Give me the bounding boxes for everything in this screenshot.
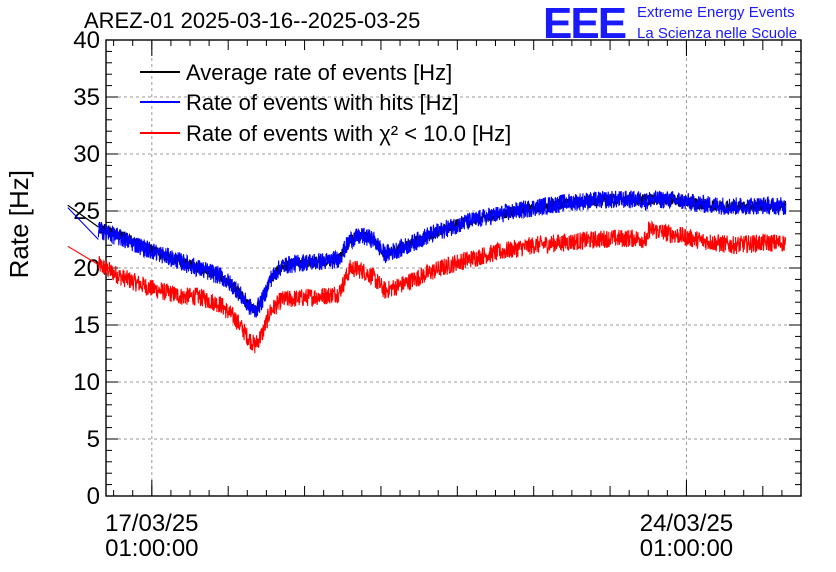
legend-label: Rate of events with hits [Hz] — [186, 90, 459, 115]
y-tick-label: 0 — [87, 483, 100, 510]
y-tick-label: 20 — [73, 255, 100, 282]
series-line-3 — [97, 229, 649, 354]
y-tick-label: 40 — [73, 27, 100, 54]
y-tick-label: 5 — [87, 426, 100, 453]
series-line-2 — [97, 190, 649, 318]
logo-caption-line2: La Scienza nelle Scuole — [637, 25, 798, 42]
series-line-2 — [647, 190, 787, 216]
logo-caption-line1: Extreme Energy Events — [637, 4, 795, 21]
x-tick-time-label: 01:00:00 — [640, 535, 733, 562]
chart-title: AREZ-01 2025-03-16--2025-03-25 — [84, 8, 421, 33]
y-tick-label: 15 — [73, 312, 100, 339]
y-tick-label: 30 — [73, 141, 100, 168]
y-tick-label: 35 — [73, 84, 100, 111]
series-line-3 — [647, 220, 787, 255]
eee-logo: EEE — [543, 0, 627, 48]
legend-label: Average rate of events [Hz] — [186, 60, 452, 85]
x-tick-date-label: 17/03/25 — [105, 510, 198, 537]
series-line-1 — [67, 204, 99, 228]
x-tick-date-label: 24/03/25 — [640, 510, 733, 537]
series-line-3 — [67, 245, 99, 266]
y-tick-label: 25 — [73, 198, 100, 225]
x-tick-time-label: 01:00:00 — [105, 535, 198, 562]
series-line-2 — [67, 207, 99, 240]
y-tick-label: 10 — [73, 369, 100, 396]
legend-label: Rate of events with χ² < 10.0 [Hz] — [186, 121, 511, 146]
